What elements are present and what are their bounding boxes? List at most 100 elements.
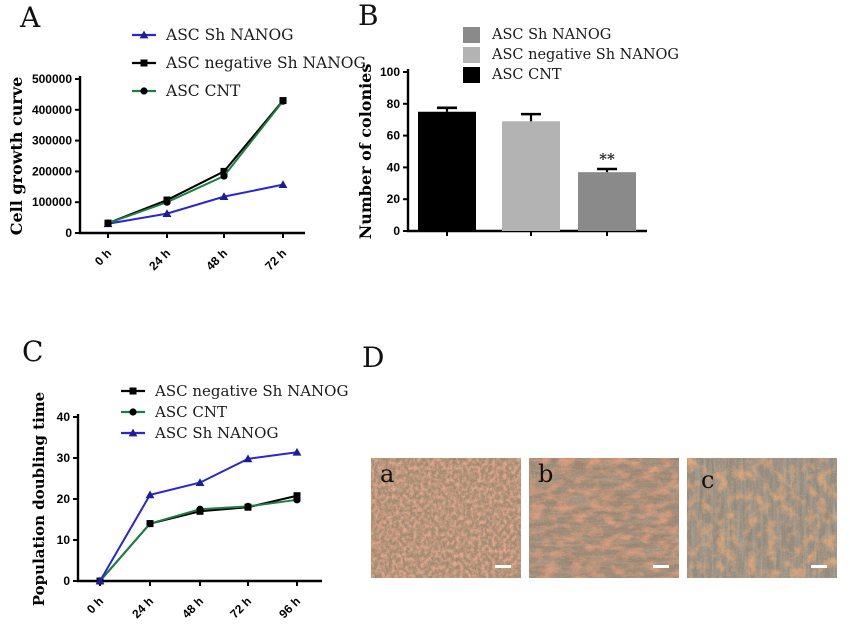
svg-text:10: 10 bbox=[57, 533, 71, 547]
triangle-marker-icon bbox=[195, 478, 205, 486]
panel-c-label: C bbox=[22, 335, 44, 368]
circle-marker-icon bbox=[220, 172, 228, 180]
svg-text:80: 80 bbox=[387, 97, 401, 111]
square-marker-icon bbox=[129, 387, 137, 395]
legend-label: ASC Sh NANOG bbox=[166, 26, 294, 44]
legend-item: ASC Sh NANOG bbox=[463, 27, 679, 43]
series-asc-cnt bbox=[96, 496, 301, 585]
triangle-legend-marker-icon bbox=[121, 428, 145, 437]
micrograph-a-image bbox=[371, 458, 521, 578]
square-legend-marker-icon bbox=[132, 59, 156, 67]
svg-text:0: 0 bbox=[63, 574, 70, 588]
colonies-bar-chart: 0 20 40 60 80 100 Number of colonies ** bbox=[356, 64, 647, 239]
svg-text:Cell growth curve: Cell growth curve bbox=[7, 77, 26, 236]
svg-text:**: ** bbox=[599, 150, 615, 168]
circle-legend-marker-icon bbox=[132, 87, 156, 95]
doubling-chart-legend: ASC negative Sh NANOG ASC CNT ASC Sh NANOG bbox=[120, 382, 348, 445]
svg-text:400000: 400000 bbox=[32, 103, 72, 117]
legend-item: ASC Sh NANOG bbox=[131, 26, 366, 44]
triangle-legend-marker-icon bbox=[132, 30, 156, 39]
colonies-chart-legend: ASC Sh NANOG ASC negative Sh NANOG ASC CNT bbox=[463, 27, 679, 87]
micrograph-a: a bbox=[371, 458, 521, 578]
svg-text:20: 20 bbox=[57, 492, 71, 506]
svg-text:72 h: 72 h bbox=[262, 246, 289, 273]
square-marker-icon bbox=[293, 492, 301, 500]
svg-text:0: 0 bbox=[393, 224, 400, 238]
square-legend-marker-icon bbox=[121, 387, 145, 395]
circle-marker-icon bbox=[293, 496, 301, 504]
panel-a-label: A bbox=[20, 1, 41, 34]
svg-text:48 h: 48 h bbox=[203, 246, 230, 273]
legend-label: ASC negative Sh NANOG bbox=[155, 382, 349, 400]
micrograph-row: a b c bbox=[371, 458, 837, 578]
svg-text:72 h: 72 h bbox=[227, 594, 254, 621]
legend-label: ASC Sh NANOG bbox=[155, 424, 279, 442]
svg-text:48 h: 48 h bbox=[179, 594, 206, 621]
svg-text:Population doubling time: Population doubling time bbox=[30, 392, 48, 606]
svg-text:300000: 300000 bbox=[32, 134, 72, 148]
panel-d-label: D bbox=[362, 341, 385, 374]
circle-marker-icon bbox=[196, 505, 204, 513]
x-axis-labels: 0 h 24 h 48 h 72 h bbox=[92, 233, 289, 273]
series-asc-cnt bbox=[104, 97, 287, 227]
micrograph-a-label: a bbox=[380, 460, 395, 488]
svg-text:0 h: 0 h bbox=[92, 246, 114, 268]
svg-text:100: 100 bbox=[380, 65, 400, 79]
legend-label: ASC CNT bbox=[155, 403, 227, 421]
bar-asc-negative-sh-nanog bbox=[502, 112, 560, 236]
growth-chart-legend: ASC Sh NANOG ASC negative Sh NANOG ASC CNT bbox=[131, 26, 366, 110]
legend-swatch-icon bbox=[463, 47, 480, 63]
scale-bar bbox=[495, 565, 511, 568]
svg-text:20: 20 bbox=[387, 192, 401, 206]
circle-marker-icon bbox=[140, 87, 148, 95]
svg-text:24 h: 24 h bbox=[146, 246, 173, 273]
triangle-marker-icon bbox=[278, 180, 288, 189]
circle-marker-icon bbox=[244, 502, 252, 510]
panel-b-label: B bbox=[358, 0, 379, 32]
svg-text:40: 40 bbox=[387, 160, 401, 174]
svg-text:96 h: 96 h bbox=[276, 594, 303, 621]
svg-text:60: 60 bbox=[387, 129, 401, 143]
scale-bar bbox=[653, 565, 669, 568]
axes: 0 10 20 30 40 Population doubling time bbox=[30, 392, 322, 606]
micrograph-b-image bbox=[529, 458, 679, 578]
micrograph-c: c bbox=[687, 458, 837, 578]
circle-marker-icon bbox=[129, 408, 137, 416]
svg-text:200000: 200000 bbox=[32, 164, 72, 178]
triangle-marker-icon bbox=[219, 192, 229, 201]
triangle-marker-icon bbox=[95, 576, 105, 585]
svg-text:0: 0 bbox=[65, 226, 72, 240]
svg-text:Number of colonies: Number of colonies bbox=[356, 64, 375, 240]
cell-growth-chart: 0 100000 200000 300000 400000 500000 Cell grow… bbox=[7, 72, 305, 273]
svg-text:30: 30 bbox=[57, 451, 71, 465]
bar-asc-cnt bbox=[418, 106, 476, 236]
series-asc-sh-nanog bbox=[95, 447, 302, 585]
legend-item: ASC Sh NANOG bbox=[120, 424, 348, 442]
svg-text:24 h: 24 h bbox=[129, 594, 156, 621]
x-axis-labels: 0 h 24 h 48 h 72 h 96 h bbox=[84, 581, 303, 621]
legend-item: ASC negative Sh NANOG bbox=[463, 47, 679, 63]
square-marker-icon bbox=[140, 59, 148, 67]
axes: 0 100000 200000 300000 400000 500000 Cell grow… bbox=[7, 72, 305, 240]
micrograph-c-image bbox=[687, 458, 837, 578]
svg-text:500000: 500000 bbox=[32, 72, 72, 86]
circle-marker-icon bbox=[104, 219, 112, 227]
svg-text:40: 40 bbox=[57, 410, 71, 424]
triangle-marker-icon bbox=[162, 209, 172, 217]
svg-text:100000: 100000 bbox=[32, 195, 72, 209]
circle-marker-icon bbox=[163, 198, 171, 206]
legend-item: ASC CNT bbox=[120, 403, 348, 421]
triangle-marker-icon bbox=[145, 490, 155, 499]
square-marker-icon bbox=[220, 167, 228, 175]
legend-label: ASC Sh NANOG bbox=[492, 27, 612, 43]
triangle-marker-icon bbox=[292, 447, 302, 456]
doubling-time-chart: 0 10 20 30 40 Population doubling time 0 h 24 h… bbox=[30, 392, 322, 621]
micrograph-b: b bbox=[529, 458, 679, 578]
series-asc-negative-sh-nanog bbox=[104, 97, 287, 227]
series-asc-sh-nanog bbox=[103, 180, 288, 228]
micrograph-c-label: c bbox=[701, 466, 715, 494]
legend-label: ASC CNT bbox=[492, 67, 562, 83]
legend-swatch-icon bbox=[463, 27, 480, 43]
legend-item: ASC CNT bbox=[463, 67, 679, 83]
